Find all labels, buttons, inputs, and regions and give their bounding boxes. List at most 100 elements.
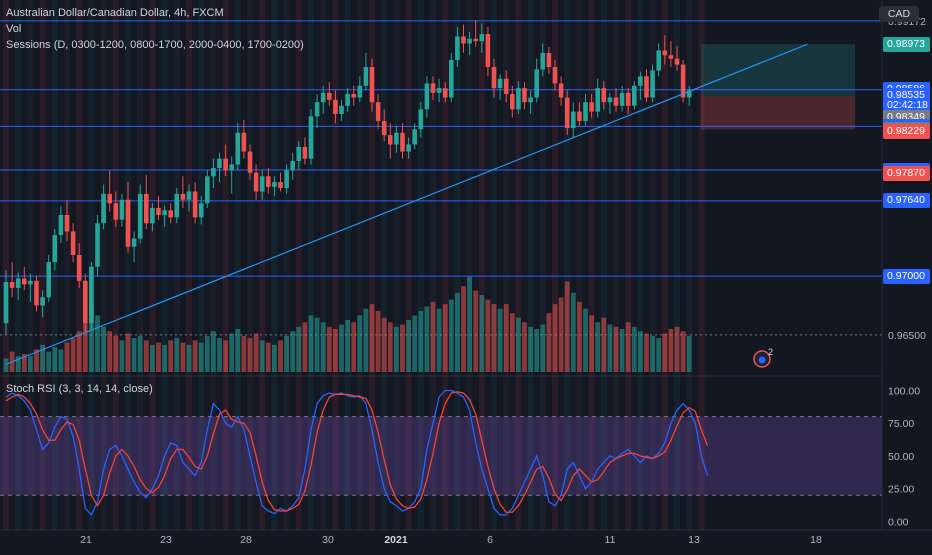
candle-body (211, 168, 216, 177)
volume-bar (631, 326, 637, 372)
candles (3, 19, 692, 335)
candle (625, 88, 631, 114)
volume-bar (21, 353, 27, 372)
volume-bar (534, 329, 540, 372)
candle-body (259, 176, 265, 192)
alert-badge[interactable]: 2 (753, 347, 773, 368)
candle-body (467, 38, 472, 44)
session-band (478, 0, 485, 530)
candle (522, 82, 527, 110)
volume-bar (430, 301, 436, 372)
candle-body (503, 78, 509, 94)
time-tick-label: 23 (160, 534, 172, 546)
candle (186, 184, 192, 212)
volume-bar (351, 322, 357, 372)
session-band (515, 0, 522, 530)
candle-body (619, 92, 625, 106)
candle-body (314, 102, 320, 117)
volume-bar (455, 292, 460, 372)
volume-bar (326, 326, 332, 372)
candle (467, 31, 472, 56)
candle (83, 273, 88, 333)
volume-bar (64, 342, 70, 372)
currency-badge[interactable]: CAD (879, 6, 919, 22)
time-tick-label: 30 (322, 534, 334, 546)
volume-bar (369, 304, 375, 372)
session-band (417, 0, 424, 530)
candle (400, 123, 405, 159)
volume-bar (394, 326, 399, 372)
candle (64, 199, 70, 241)
candle-body (351, 94, 356, 98)
candle (650, 64, 655, 103)
volume-bar (680, 331, 686, 372)
volume-bar (638, 331, 643, 372)
candle (412, 123, 417, 150)
candle-body (375, 102, 381, 122)
candle (70, 223, 76, 263)
volume-legend: Vol (6, 23, 22, 35)
session-band (112, 0, 119, 530)
candle (564, 90, 570, 136)
candle (198, 196, 204, 225)
candle (278, 172, 283, 192)
volume-bar (101, 326, 106, 372)
time-axis: 21 23 28 30 2021 6 11 13 18 (80, 534, 822, 546)
price-tag: 0.97000 (883, 268, 930, 284)
stop-zone (701, 95, 855, 130)
volume-bar (650, 335, 655, 372)
time-tick-label: 2021 (384, 534, 408, 546)
candle-body (656, 50, 661, 71)
candle-body (247, 151, 253, 173)
volume-bar (583, 308, 588, 372)
candle (253, 164, 259, 200)
candle (272, 176, 277, 197)
candle-body (180, 193, 186, 200)
candle-body (40, 297, 45, 306)
candle (113, 191, 119, 227)
candle-body (205, 176, 210, 204)
candle-body (70, 231, 76, 255)
volume-bar (28, 356, 33, 372)
candle (247, 144, 253, 180)
candle (259, 170, 265, 200)
volume-bar (259, 340, 265, 372)
candle (320, 85, 326, 114)
volume-bar (686, 335, 692, 372)
candle-body (546, 52, 552, 67)
candle (516, 81, 521, 114)
volume-bar (577, 301, 582, 372)
volume-bar (406, 319, 411, 372)
candle (266, 168, 271, 194)
stoch-tick-label: 100.00 (888, 385, 920, 397)
volume-bar (418, 310, 424, 372)
candle (131, 231, 137, 263)
stoch-tick-label: 50.00 (888, 451, 914, 463)
candle (284, 164, 289, 194)
volume-bar (113, 335, 119, 372)
candle-body (528, 97, 533, 103)
candle-body (455, 36, 460, 60)
candle-body (46, 262, 51, 298)
candle (449, 52, 454, 103)
volume-bar (150, 344, 155, 372)
candle-body (95, 223, 100, 267)
session-band (149, 0, 156, 530)
candle (461, 24, 466, 53)
candle (510, 85, 515, 118)
volume-bar (375, 310, 381, 372)
candle-body (522, 88, 527, 103)
candle (668, 41, 674, 67)
session-band (661, 0, 668, 530)
candle-body (632, 85, 637, 106)
candle-body (241, 132, 247, 152)
volume-bar (217, 338, 222, 372)
volume-bar (400, 324, 405, 372)
volume-bar (162, 344, 167, 372)
candle-body (156, 207, 161, 216)
candle-body (461, 36, 466, 44)
session-band (234, 0, 241, 530)
candle-body (235, 132, 241, 165)
candle (381, 109, 387, 141)
candle-body (436, 88, 442, 93)
